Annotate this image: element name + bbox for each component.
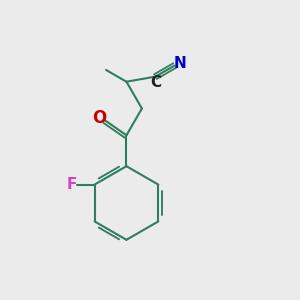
Text: O: O <box>92 110 106 128</box>
Text: N: N <box>173 56 186 71</box>
Text: F: F <box>66 177 77 192</box>
Text: C: C <box>150 75 161 90</box>
